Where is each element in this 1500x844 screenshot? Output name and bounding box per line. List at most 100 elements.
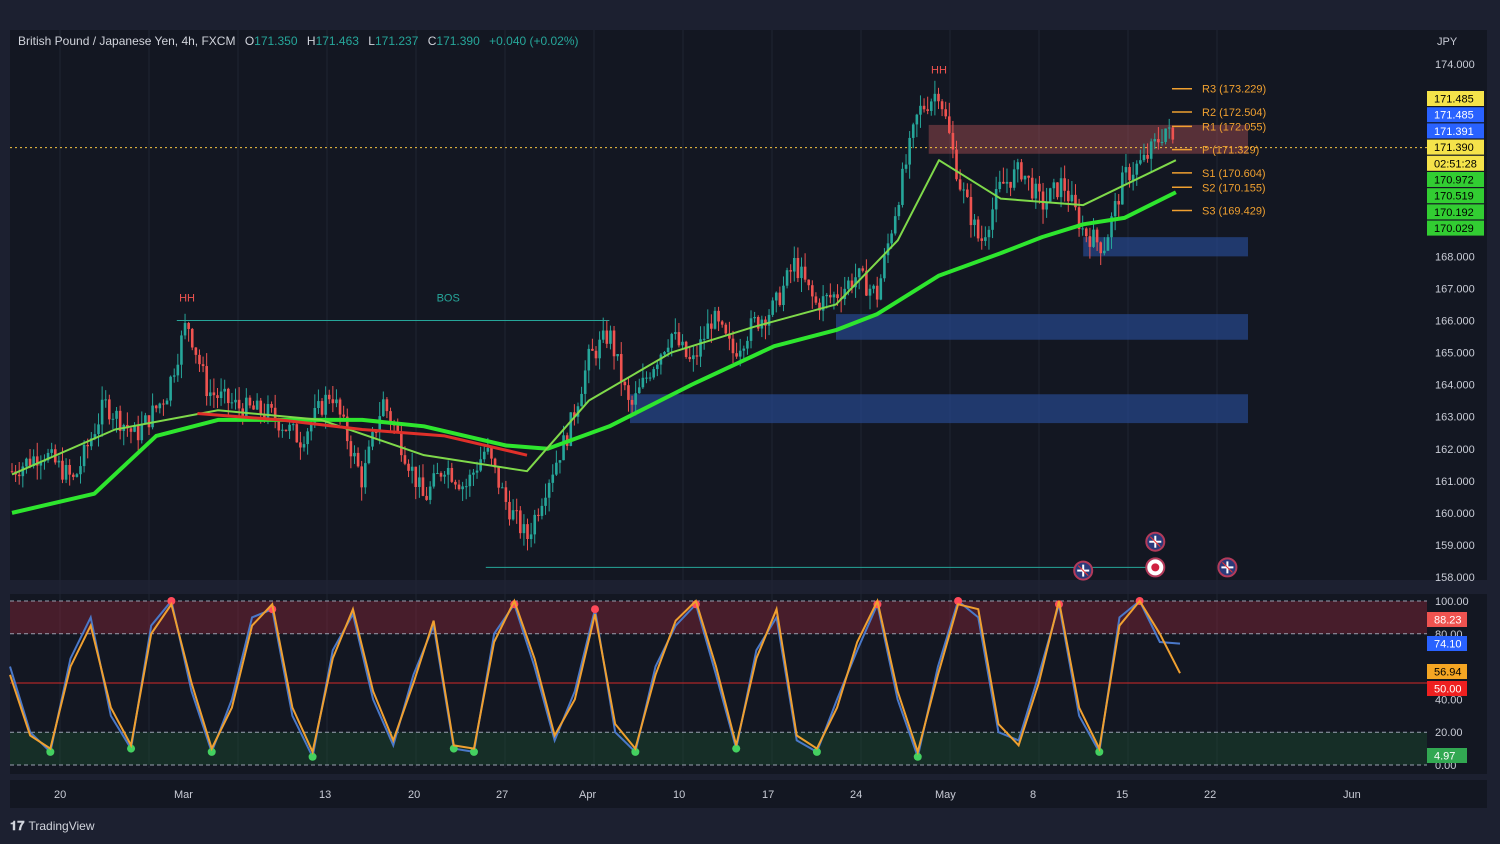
candle-body xyxy=(205,366,208,397)
candle-body xyxy=(490,447,493,459)
brand-label: TradingView xyxy=(28,819,95,833)
candle-body xyxy=(868,288,872,296)
candle-body xyxy=(847,280,850,289)
price-label-box xyxy=(1427,220,1484,236)
candle-body xyxy=(937,93,940,102)
candle-body xyxy=(969,196,973,226)
candle-body xyxy=(317,401,320,409)
candle-body xyxy=(1070,194,1074,202)
candle-body xyxy=(976,219,980,239)
oscillator-tick-label: 40.00 xyxy=(1435,694,1463,706)
candle-body xyxy=(713,310,717,329)
candle-body xyxy=(410,466,414,471)
oscillator-signal-dot xyxy=(127,744,136,753)
price-tick-label: 161.000 xyxy=(1435,476,1475,488)
candle-body xyxy=(796,257,800,279)
candle-body xyxy=(771,300,774,315)
candle-body xyxy=(583,370,587,394)
candle-body xyxy=(497,467,500,488)
candle-body xyxy=(201,364,205,367)
candle-body xyxy=(998,181,1002,190)
price-tick-label: 160.000 xyxy=(1435,508,1475,520)
oscillator-signal-dot xyxy=(732,744,741,753)
candle-body xyxy=(68,464,71,475)
candle-body xyxy=(71,474,75,477)
candle-body xyxy=(158,403,162,409)
candle-body xyxy=(731,338,735,354)
candle-body xyxy=(800,266,803,279)
demand-zone xyxy=(836,314,1248,340)
candle-body xyxy=(792,257,796,272)
oscillator-signal-dot xyxy=(812,747,821,756)
candle-body xyxy=(342,414,345,417)
candle-body xyxy=(79,466,82,475)
candle-body xyxy=(825,294,829,297)
candle-body xyxy=(688,356,692,360)
time-tick-label: 8 xyxy=(1030,789,1036,801)
candle-body xyxy=(594,350,598,359)
time-tick-label: 15 xyxy=(1116,789,1128,801)
candle-body xyxy=(753,316,756,319)
price-label-text: 171.391 xyxy=(1434,126,1474,138)
candle-body xyxy=(1009,181,1012,188)
pivot-label: R2 (172.504) xyxy=(1202,107,1266,119)
candle-body xyxy=(547,482,551,498)
candle-body xyxy=(461,486,464,490)
candle-body xyxy=(1052,182,1056,189)
demand-zone xyxy=(1083,237,1248,257)
candle-body xyxy=(915,114,919,125)
gb-flag-icon xyxy=(1073,560,1094,581)
oscillator-signal-dot xyxy=(1095,747,1104,756)
candle-body xyxy=(652,369,655,378)
candle-body xyxy=(100,399,104,425)
candle-body xyxy=(338,399,342,415)
candle-body xyxy=(176,364,180,376)
oscillator-label-text: 74.10 xyxy=(1434,639,1462,651)
candle-body xyxy=(767,314,771,326)
candle-body xyxy=(367,446,371,464)
candle-body xyxy=(349,441,353,457)
candle-body xyxy=(446,467,450,475)
candle-body xyxy=(861,268,865,271)
candle-body xyxy=(97,424,100,435)
candle-body xyxy=(374,432,378,434)
time-tick-label: 20 xyxy=(54,789,66,801)
candle-body xyxy=(919,105,922,115)
candle-body xyxy=(183,323,187,336)
candle-body xyxy=(829,294,832,298)
candle-body xyxy=(681,341,684,346)
candle-body xyxy=(789,270,792,272)
candle-body xyxy=(1084,228,1088,237)
structure-label: BOS xyxy=(437,292,460,304)
candle-body xyxy=(692,355,695,360)
candle-body xyxy=(987,229,991,238)
oscillator-signal-dot xyxy=(308,752,317,761)
structure-label: HH xyxy=(179,292,195,304)
candle-body xyxy=(245,397,248,418)
structure-label: HH xyxy=(931,65,947,77)
candle-body xyxy=(327,394,331,400)
ema-fast-line xyxy=(11,159,1177,476)
candle-body xyxy=(623,381,627,386)
candle-body xyxy=(277,420,281,431)
candle-body xyxy=(295,424,299,443)
candle-body xyxy=(782,285,785,306)
supply-zone xyxy=(928,124,1248,154)
candle-body xyxy=(439,473,443,477)
price-label-box xyxy=(1427,188,1484,204)
candle-body xyxy=(843,288,847,300)
low-label: L xyxy=(368,34,375,48)
candle-body xyxy=(1117,201,1121,205)
tradingview-brand[interactable]: 𝟏𝟕 TradingView xyxy=(10,818,95,834)
candle-body xyxy=(1038,183,1041,192)
candle-body xyxy=(35,456,39,466)
time-tick-label: 10 xyxy=(673,789,685,801)
oscillator-label-text: 50.00 xyxy=(1434,684,1462,696)
ema-slow-line xyxy=(11,190,1177,515)
candle-body xyxy=(1103,250,1106,254)
candle-body xyxy=(637,387,641,394)
candle-body xyxy=(493,458,497,468)
candle-body xyxy=(486,447,490,452)
price-tick-label: 164.000 xyxy=(1435,380,1475,392)
